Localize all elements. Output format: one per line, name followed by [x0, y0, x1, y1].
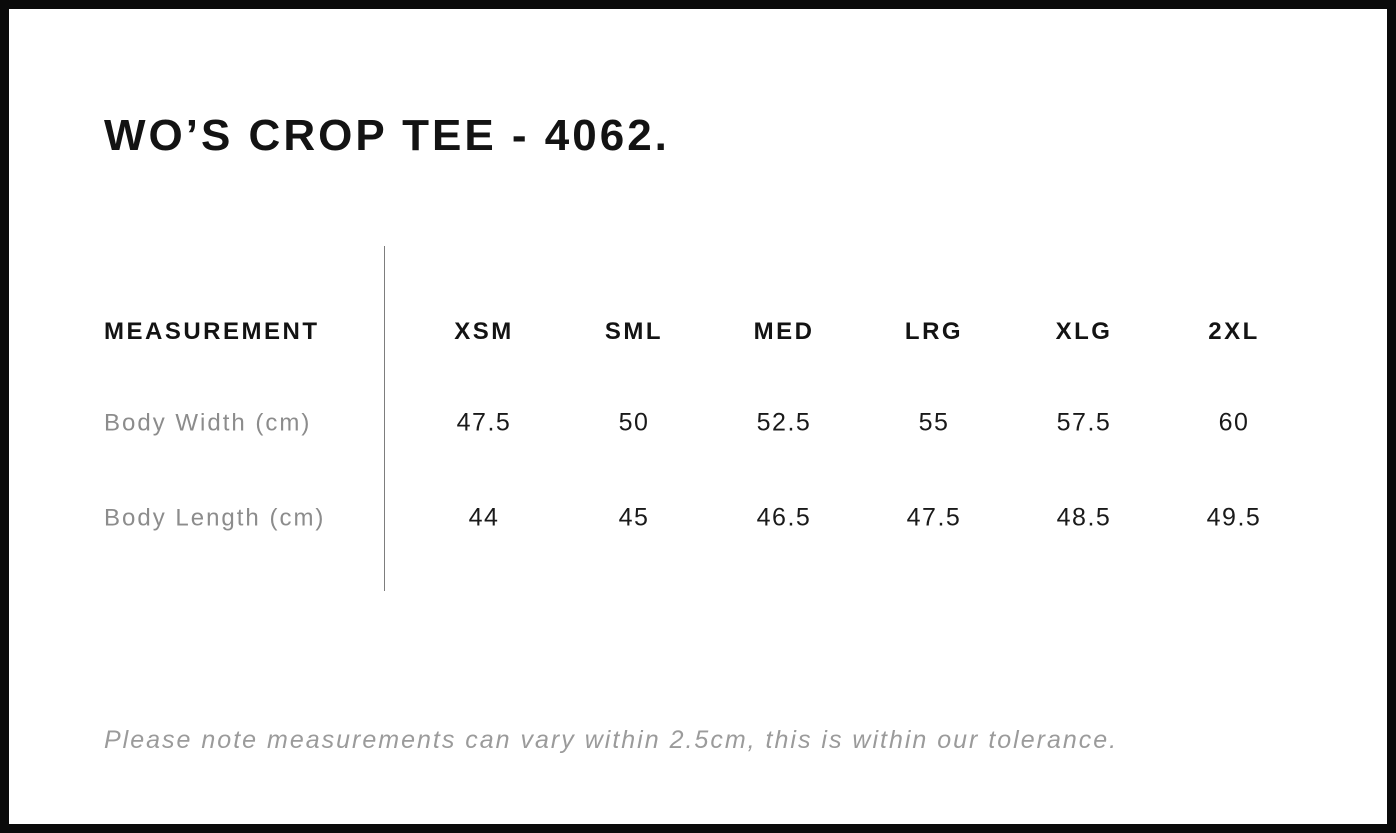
cell-body-length-2xl: 49.5: [1206, 503, 1262, 532]
column-header-sml: SML: [604, 318, 664, 345]
cell-body-length-med: 46.5: [756, 503, 812, 532]
page-title: WO’S CROP TEE - 4062.: [104, 111, 670, 160]
row-label-body-length: Body Length (cm): [104, 504, 326, 531]
row-label-body-width: Body Width (cm): [104, 409, 312, 436]
cell-body-length-xsm: 44: [468, 503, 500, 532]
table-header-row: MEASUREMENT XSM SML MED LRG XLG 2XL: [104, 318, 1309, 346]
cell-body-length-sml: 45: [618, 503, 650, 532]
column-header-lrg: LRG: [904, 318, 964, 345]
tolerance-note: Please note measurements can vary within…: [104, 726, 1119, 754]
cell-body-width-sml: 50: [618, 408, 650, 437]
column-header-med: MED: [753, 318, 815, 345]
cell-body-width-lrg: 55: [918, 408, 950, 437]
cell-body-width-med: 52.5: [756, 408, 812, 437]
table-row-body-length: Body Length (cm) 44 45 46.5 47.5 48.5 49…: [104, 504, 1309, 533]
cell-body-length-xlg: 48.5: [1056, 503, 1112, 532]
cell-body-width-xsm: 47.5: [456, 408, 512, 437]
cell-body-width-xlg: 57.5: [1056, 408, 1112, 437]
size-chart-table: MEASUREMENT XSM SML MED LRG XLG 2XL Body…: [104, 246, 1309, 591]
cell-body-width-2xl: 60: [1218, 408, 1250, 437]
column-header-2xl: 2XL: [1208, 318, 1260, 345]
table-row-body-width: Body Width (cm) 47.5 50 52.5 55 57.5 60: [104, 409, 1309, 438]
column-header-xlg: XLG: [1055, 318, 1113, 345]
column-header-xsm: XSM: [454, 318, 514, 345]
table-divider-line: [384, 246, 385, 591]
column-header-measurement: MEASUREMENT: [104, 318, 320, 345]
cell-body-length-lrg: 47.5: [906, 503, 962, 532]
